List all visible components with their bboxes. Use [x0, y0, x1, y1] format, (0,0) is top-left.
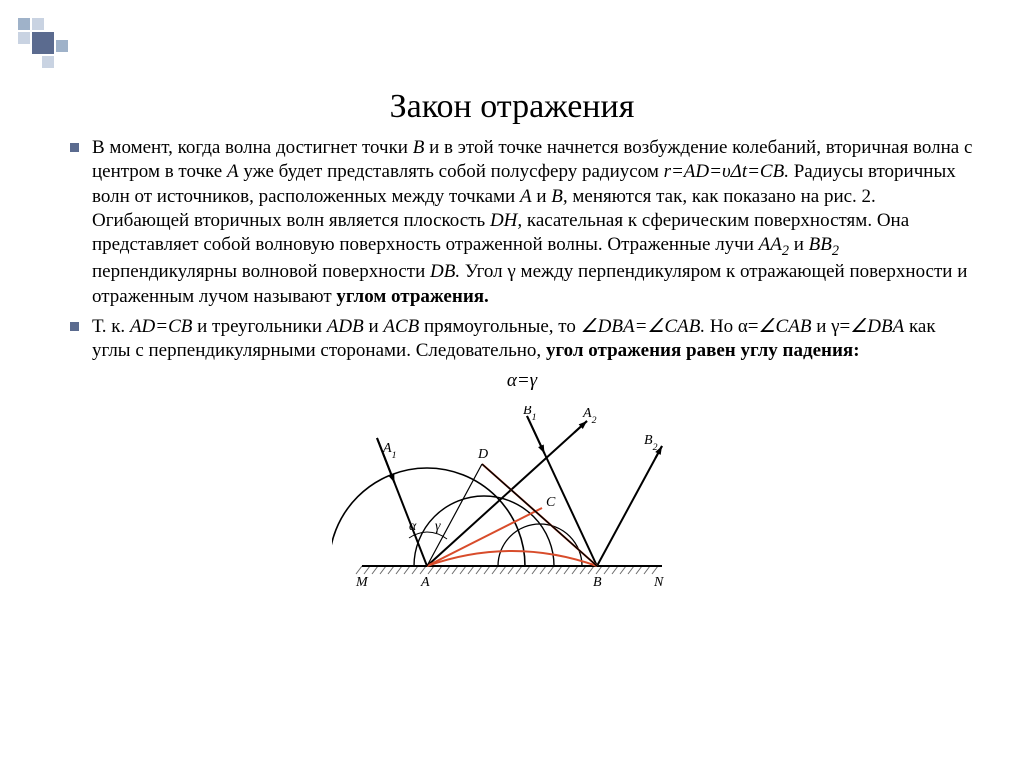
b2-t3: прямоугольные, то	[419, 316, 580, 337]
bullet-2: Т. к. AD=CB и треугольники ADB и ACB пря…	[70, 315, 974, 364]
corner-decoration	[18, 18, 78, 72]
b1-t3: уже будет представлять собой полусферу р…	[239, 161, 664, 182]
b2-CAB2: CAB	[776, 316, 812, 337]
svg-text:C: C	[546, 495, 556, 510]
svg-text:B: B	[593, 575, 602, 590]
b2-eq1: AD=CB	[130, 316, 192, 337]
b2-term: угол отражения равен углу падения:	[546, 340, 860, 361]
b2-t1: Т. к.	[92, 316, 130, 337]
formula: α=γ	[70, 370, 974, 392]
b1-eq: r=AD=υΔt=CB.	[664, 161, 789, 182]
b1-DH: DH,	[490, 210, 522, 231]
b1-BB2: BB	[809, 234, 832, 255]
svg-text:γ: γ	[435, 519, 441, 534]
b1-t7: перпендикулярны волновой поверхности	[92, 261, 430, 282]
b2-CAB: CAB.	[664, 316, 705, 337]
b1-A2: A	[520, 186, 532, 207]
b1-AA2sub: 2	[782, 243, 789, 259]
b2-t4b: и γ=	[811, 316, 850, 337]
b2-ang2: ∠	[647, 316, 664, 337]
b1-A: A	[227, 161, 239, 182]
b1-DB: DB.	[430, 261, 460, 282]
b2-ang3: ∠	[759, 316, 776, 337]
b2-t2: и треугольники	[192, 316, 326, 337]
reflection-diagram: MNABDCA1B1A2B2αγ	[332, 406, 692, 596]
svg-text:D: D	[477, 447, 488, 462]
bullet-1: В момент, когда волна достигнет точки B …	[70, 136, 974, 309]
b1-B: B	[413, 137, 425, 158]
b2-ADB: ADB	[327, 316, 364, 337]
b2-and: и	[364, 316, 384, 337]
b1-and: и	[532, 186, 552, 207]
b1-AA2: AA	[759, 234, 782, 255]
b1-term: углом отражения.	[336, 286, 488, 307]
b1-and2: и	[789, 234, 809, 255]
b1-BB2sub: 2	[832, 243, 839, 259]
b2-t4: Но α=	[705, 316, 758, 337]
svg-text:N: N	[653, 575, 664, 590]
page-title: Закон отражения	[0, 0, 1024, 136]
svg-text:α: α	[409, 519, 417, 534]
b2-DBA: DBA=	[598, 316, 648, 337]
b2-ang4: ∠	[850, 316, 867, 337]
svg-text:A: A	[420, 575, 430, 590]
b1-t1: В момент, когда волна достигнет точки	[92, 137, 413, 158]
b2-DBA2: DBA	[867, 316, 904, 337]
svg-text:B2: B2	[644, 433, 658, 453]
b2-ACB: ACB	[383, 316, 419, 337]
svg-text:M: M	[355, 575, 369, 590]
b2-ang1: ∠	[581, 316, 598, 337]
b1-B2: B,	[551, 186, 567, 207]
